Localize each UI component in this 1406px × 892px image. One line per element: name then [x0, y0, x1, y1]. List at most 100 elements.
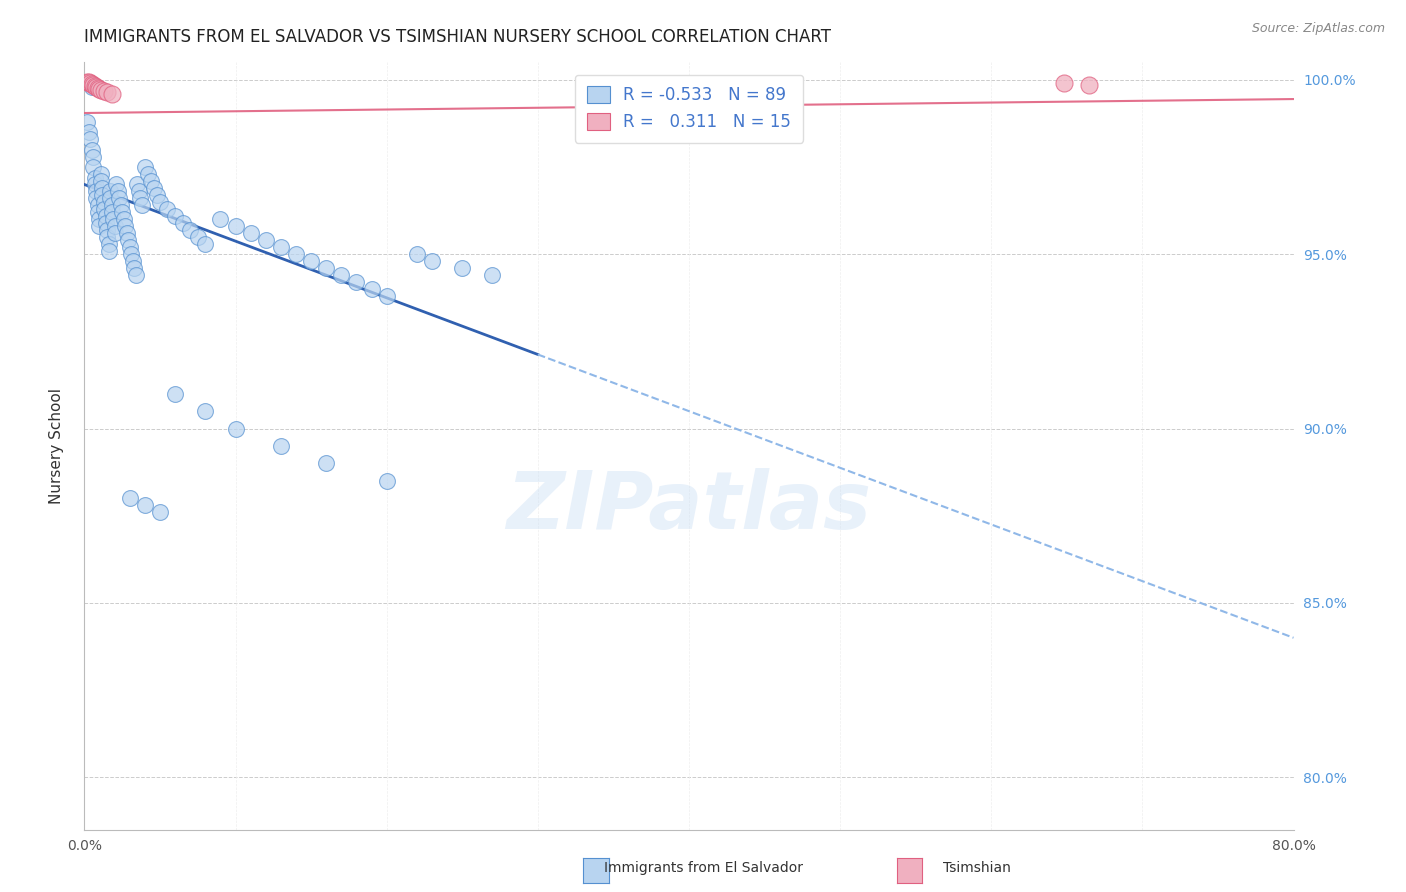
Text: Source: ZipAtlas.com: Source: ZipAtlas.com: [1251, 22, 1385, 36]
Point: [239, 227, 262, 241]
Point: [87, 205, 110, 219]
Point: [100, 205, 122, 219]
Point: [142, 181, 165, 195]
Point: [90, 82, 112, 96]
Point: [101, 212, 124, 227]
Point: [94, 216, 117, 230]
Point: [146, 188, 169, 202]
Point: [156, 202, 179, 216]
Text: ZIPatlas: ZIPatlas: [506, 468, 872, 547]
Point: [346, 275, 368, 289]
Point: [149, 194, 172, 209]
Point: [111, 205, 134, 219]
Point: [1078, 78, 1101, 92]
Point: [187, 229, 209, 244]
Point: [270, 439, 292, 453]
Point: [125, 268, 148, 282]
Point: [134, 160, 156, 174]
Text: IMMIGRANTS FROM EL SALVADOR VS TSIMSHIAN NURSERY SCHOOL CORRELATION CHART: IMMIGRANTS FROM EL SALVADOR VS TSIMSHIAN…: [84, 28, 831, 45]
Point: [82, 78, 104, 92]
Point: [115, 227, 138, 241]
Point: [114, 219, 136, 234]
Point: [82, 150, 104, 164]
Point: [77, 75, 100, 89]
Point: [84, 170, 107, 185]
Y-axis label: Nursery School: Nursery School: [49, 388, 63, 504]
Point: [100, 87, 122, 101]
Point: [299, 254, 322, 268]
Point: [179, 223, 201, 237]
Point: [97, 244, 120, 258]
Point: [121, 254, 143, 268]
Point: [86, 191, 108, 205]
Point: [104, 227, 127, 241]
Point: [87, 80, 110, 95]
Point: [96, 85, 118, 99]
Point: [98, 191, 121, 205]
Point: [194, 236, 217, 251]
Point: [315, 457, 337, 471]
Point: [86, 185, 108, 199]
Point: [270, 240, 292, 254]
Point: [131, 198, 153, 212]
Point: [129, 191, 152, 205]
Point: [139, 174, 162, 188]
Point: [91, 188, 114, 202]
Point: [225, 421, 247, 435]
Point: [89, 81, 111, 95]
Point: [172, 216, 194, 230]
Point: [122, 261, 145, 276]
Point: [360, 282, 382, 296]
Point: [84, 178, 107, 192]
Point: [165, 209, 187, 223]
Point: [420, 254, 443, 268]
Point: [451, 261, 474, 276]
Point: [76, 74, 98, 88]
Point: [406, 247, 429, 261]
Point: [80, 79, 103, 94]
Point: [112, 212, 135, 227]
Point: [98, 185, 121, 199]
Point: [76, 114, 98, 128]
Point: [120, 247, 142, 261]
Point: [107, 185, 129, 199]
Point: [315, 261, 337, 276]
Point: [84, 78, 107, 93]
Point: [375, 289, 398, 303]
Point: [117, 233, 139, 247]
Point: [149, 505, 172, 519]
Point: [79, 76, 101, 90]
Point: [118, 491, 141, 506]
Point: [209, 212, 232, 227]
Point: [254, 233, 277, 247]
Point: [82, 160, 104, 174]
Point: [97, 236, 120, 251]
Point: [90, 167, 112, 181]
Point: [90, 174, 112, 188]
Point: [94, 209, 117, 223]
Point: [93, 194, 115, 209]
Point: [96, 229, 118, 244]
Point: [136, 167, 159, 181]
Point: [134, 498, 156, 512]
Point: [108, 191, 131, 205]
Legend: R = -0.533   N = 89, R =   0.311   N = 15: R = -0.533 N = 89, R = 0.311 N = 15: [575, 75, 803, 143]
Point: [1053, 76, 1076, 90]
Point: [86, 79, 108, 94]
Point: [77, 125, 100, 139]
Point: [128, 185, 150, 199]
Point: [100, 198, 122, 212]
Point: [89, 212, 111, 227]
Point: [79, 132, 101, 146]
Point: [127, 178, 149, 192]
Point: [93, 202, 115, 216]
Point: [165, 386, 187, 401]
Text: Tsimshian: Tsimshian: [943, 862, 1011, 875]
Point: [87, 198, 110, 212]
Point: [93, 84, 115, 98]
Point: [91, 181, 114, 195]
Point: [118, 240, 141, 254]
Point: [105, 178, 128, 192]
Point: [110, 198, 132, 212]
Point: [104, 219, 127, 234]
